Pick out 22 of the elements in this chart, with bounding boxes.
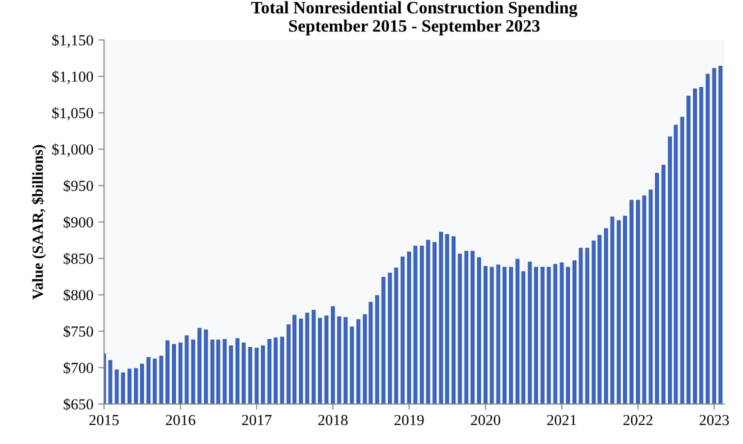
- y-tick-label: $850: [64, 252, 94, 265]
- x-tick-label: 2021: [547, 414, 576, 426]
- chart-title: Total Nonresidential Construction Spending September 2015 - September 2023: [251, 1, 578, 36]
- y-tick-label: $1,100: [52, 70, 94, 84]
- y-tick-label: $750: [64, 325, 94, 338]
- x-tick-label: 2023: [700, 414, 729, 426]
- y-tick-label: $900: [64, 216, 94, 228]
- y-tick-label: $700: [64, 362, 94, 374]
- y-tick-label: $1,000: [52, 143, 94, 157]
- x-tick-label: 2017: [242, 414, 272, 426]
- y-tick-label: $650: [64, 398, 94, 411]
- x-tick-label: 2022: [623, 414, 652, 426]
- x-tick-label: 2015: [89, 414, 119, 426]
- x-tick-label: 2018: [318, 414, 348, 426]
- x-tick-label: 2020: [470, 414, 500, 426]
- y-tick-label: $950: [64, 180, 94, 192]
- y-tick-label: $1,050: [52, 107, 94, 120]
- y-tick-label: $1,150: [52, 34, 94, 48]
- y-axis-title: Value (SAAR, $billions): [32, 145, 46, 300]
- x-tick-label: 2019: [394, 414, 424, 426]
- y-tick-label: $800: [64, 289, 94, 302]
- x-tick-label: 2016: [166, 414, 196, 426]
